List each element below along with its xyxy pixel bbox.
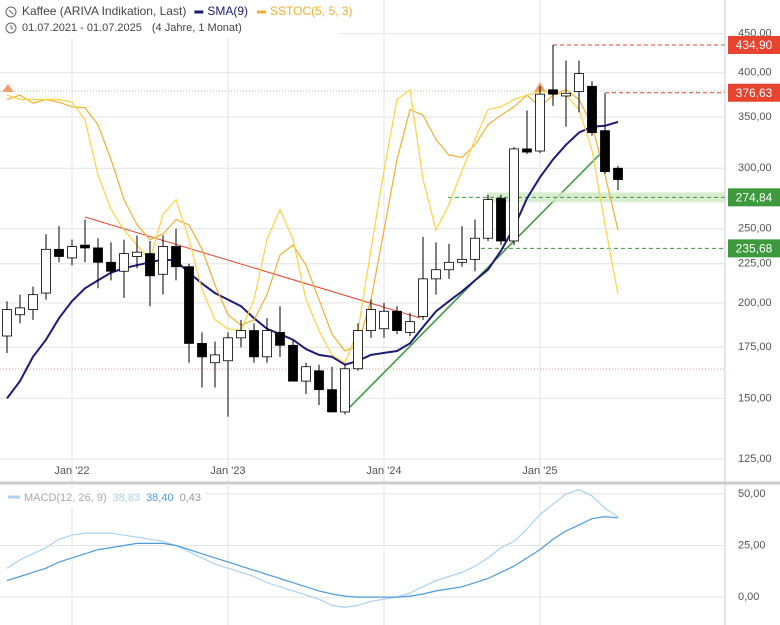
- clock-icon: [5, 22, 17, 34]
- level-badge: [728, 83, 780, 102]
- candle-body: [314, 370, 324, 391]
- candle-body: [288, 344, 298, 382]
- candle-body: [574, 73, 584, 92]
- x-tick-label: Jan '25: [522, 465, 557, 477]
- stoch-line: [6, 88, 619, 364]
- candle-body: [418, 278, 428, 317]
- candle-body: [132, 251, 142, 257]
- candle-body: [366, 309, 376, 331]
- candle-body: [236, 330, 246, 339]
- labels: Jan '22 Jan '23 Jan '24 Jan '25 125,00 150,00…: [0, 0, 780, 604]
- candle-body: [158, 246, 168, 275]
- chart-title: Kaffee (ARIVA Indikation, Last): [22, 4, 186, 18]
- level-label: 274,84: [736, 191, 773, 205]
- candle-body: [145, 253, 155, 277]
- clock-icon: [10, 25, 14, 30]
- candle-body: [613, 167, 623, 180]
- legend-text: SMA(9): [207, 4, 248, 18]
- candle-body: [457, 258, 467, 263]
- y-tick-label: 175,00: [738, 341, 772, 353]
- candle-body: [262, 330, 272, 358]
- candle-body: [496, 197, 506, 242]
- y-tick-label: 50,00: [738, 488, 766, 500]
- y-tick-label: 250,00: [738, 223, 772, 235]
- candle-body: [106, 261, 116, 272]
- legend-text: 38,40: [146, 492, 174, 504]
- x-tick-label: Jan '23: [210, 465, 245, 477]
- level-label: 434,90: [736, 38, 773, 52]
- candle-body: [600, 130, 610, 172]
- candle-body: [301, 366, 311, 382]
- candle-body: [210, 354, 220, 364]
- candle-body: [41, 248, 51, 294]
- x-tick-label: Jan '24: [366, 465, 401, 477]
- candle-body: [509, 148, 519, 242]
- icon: [5, 6, 17, 18]
- candle-body: [249, 330, 259, 358]
- y-tick-label: 150,00: [738, 392, 772, 404]
- candle-body: [379, 310, 389, 330]
- candle-body: [80, 244, 90, 249]
- candle-body: [353, 330, 363, 370]
- marker: [2, 84, 14, 92]
- level-label: 235,68: [736, 242, 773, 256]
- header-box: [0, 0, 340, 38]
- candle-body: [28, 294, 38, 310]
- icon: [8, 9, 14, 15]
- y-tick-label: 125,00: [738, 453, 772, 465]
- candle-body: [444, 261, 454, 271]
- candle-body: [2, 309, 12, 337]
- candle-body: [67, 246, 77, 259]
- y-tick-label: 0,00: [738, 591, 759, 603]
- candle-body: [15, 307, 25, 316]
- level-label: 376,63: [736, 86, 773, 100]
- candle-body: [405, 321, 415, 333]
- legend-text: 0,43: [180, 492, 201, 504]
- y-tick-label: 400,00: [738, 67, 772, 79]
- grid: [0, 0, 725, 625]
- candle-body: [587, 85, 597, 134]
- candle-body: [548, 89, 558, 95]
- legend-text: MACD(12, 26, 9): [24, 492, 107, 504]
- candle-body: [93, 247, 103, 263]
- candle-body: [561, 92, 571, 97]
- candle-body: [223, 337, 233, 362]
- candle-body: [535, 93, 545, 152]
- candle-body: [470, 237, 480, 260]
- y-tick-label: 350,00: [738, 111, 772, 123]
- date-range: 01.07.2021 - 01.07.2025: [22, 22, 142, 34]
- stoch-signal-line: [6, 89, 619, 352]
- plot: [2, 44, 725, 609]
- legend-text: 38,83: [113, 492, 141, 504]
- legend-text: SSTOC(5, 5, 3): [270, 4, 352, 18]
- y-tick-label: 225,00: [738, 258, 772, 270]
- y-tick-label: 25,00: [738, 539, 766, 551]
- trend-line: [84, 216, 421, 319]
- candle-body: [483, 199, 493, 239]
- y-tick-label: 300,00: [738, 162, 772, 174]
- macd-line: [6, 489, 619, 609]
- candle-body: [184, 266, 194, 344]
- legend-box: [0, 489, 205, 506]
- y-tick-label: 200,00: [738, 297, 772, 309]
- candle-body: [340, 368, 350, 413]
- candle-body: [392, 310, 402, 331]
- candle-body: [522, 148, 532, 153]
- period: (4 Jahre, 1 Monat): [152, 22, 242, 34]
- candle-body: [275, 331, 285, 346]
- candle-body: [119, 253, 129, 272]
- candle-body: [327, 389, 337, 413]
- level-badge: [728, 35, 780, 54]
- candle-body: [431, 269, 441, 280]
- candle-body: [54, 248, 64, 257]
- candle-body: [197, 343, 207, 358]
- level-badge: [728, 188, 780, 207]
- macd-line: [6, 515, 619, 598]
- candle-body: [171, 246, 181, 268]
- x-tick-label: Jan '22: [54, 465, 89, 477]
- level-badge: [728, 239, 780, 258]
